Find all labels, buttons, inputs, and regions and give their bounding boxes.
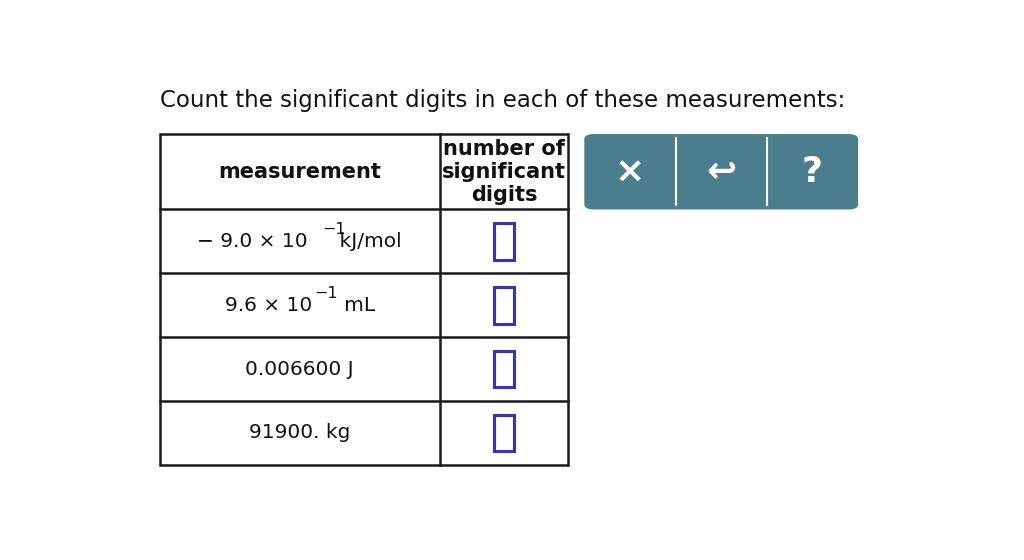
FancyBboxPatch shape: [495, 414, 514, 451]
Text: −1: −1: [314, 286, 338, 301]
Text: 0.006600 J: 0.006600 J: [246, 360, 354, 379]
Text: 9.6 × 10     mL: 9.6 × 10 mL: [224, 296, 375, 315]
Text: ?: ?: [802, 155, 823, 189]
FancyBboxPatch shape: [160, 134, 568, 465]
Text: measurement: measurement: [218, 162, 381, 182]
Text: Count the significant digits in each of these measurements:: Count the significant digits in each of …: [160, 88, 845, 112]
FancyBboxPatch shape: [495, 351, 514, 388]
Text: 91900. kg: 91900. kg: [249, 423, 350, 442]
FancyBboxPatch shape: [495, 223, 514, 260]
FancyBboxPatch shape: [585, 134, 858, 209]
FancyBboxPatch shape: [495, 287, 514, 324]
Text: ↩: ↩: [707, 155, 736, 189]
Text: ×: ×: [614, 155, 645, 189]
Text: number of
significant
digits: number of significant digits: [442, 138, 566, 205]
Text: − 9.0 × 10     kJ/mol: − 9.0 × 10 kJ/mol: [198, 232, 402, 251]
Text: −1: −1: [322, 222, 345, 237]
